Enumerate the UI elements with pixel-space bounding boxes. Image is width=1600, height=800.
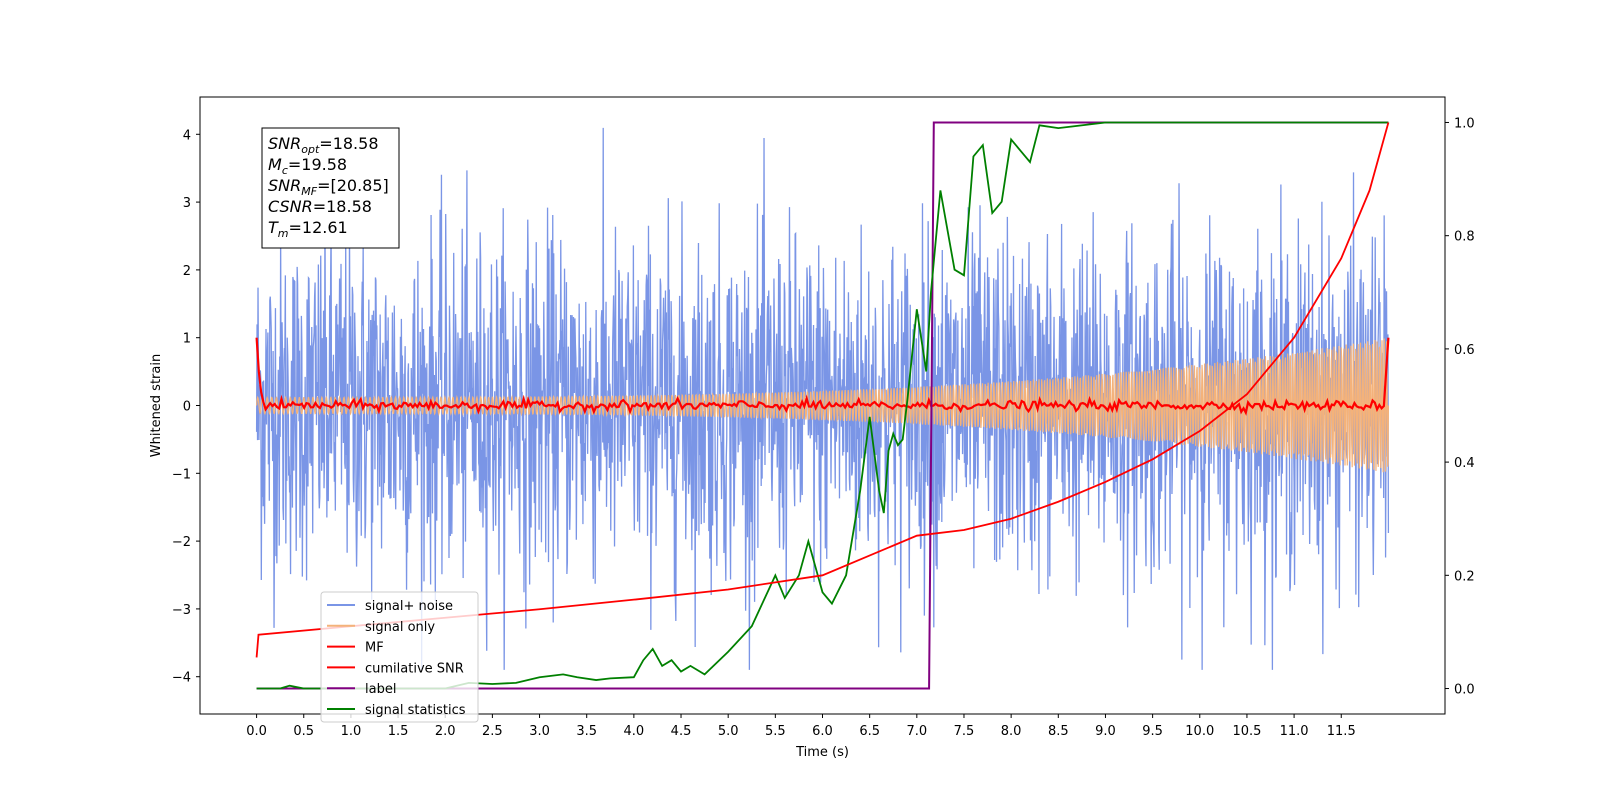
x-tick-label: 6.0 (812, 724, 833, 739)
y2-tick-label: 0.0 (1454, 683, 1475, 698)
x-tick-label: 8.0 (1001, 724, 1022, 739)
x-tick-label: 1.5 (388, 724, 409, 739)
x-tick-label: 7.5 (954, 724, 975, 739)
annotation-box-frame (261, 127, 400, 249)
annotation-line: SNRMF=[20.85] (268, 176, 389, 198)
y2-tick-label: 1.0 (1454, 116, 1475, 131)
y-axis-label: Whitened strain (149, 354, 164, 457)
legend-frame (320, 591, 479, 723)
y-tick-label: 4 (183, 128, 191, 143)
series-mf-line (255, 337, 1390, 416)
x-tick-label: 0.0 (246, 724, 267, 739)
x-tick-label: 7.0 (906, 724, 927, 739)
stats-annotation-box: SNRopt=18.58Mc=19.58SNRMF=[20.85]CSNR=18… (261, 127, 400, 249)
y-tick-label: −2 (172, 535, 191, 550)
x-axis-ticks: 0.0 0.5 1.0 1.5 2.0 2.5 3.0 3.5 4.0 4.5 5.0 5.5 6.0 6… (246, 714, 1356, 739)
x-tick-label: 3.0 (529, 724, 550, 739)
x-tick-label: 2.0 (435, 724, 456, 739)
legend-label: signal statistics (365, 703, 466, 718)
annotation-line: Tm=12.61 (268, 218, 348, 240)
x-tick-label: 11.0 (1280, 724, 1309, 739)
series-signal-noise-line (255, 127, 1390, 670)
y2-axis-ticks: 0.0 0.2 0.4 0.6 0.8 1.0 (1445, 116, 1475, 698)
x-tick-label: 5.5 (765, 724, 786, 739)
x-tick-label: 9.0 (1095, 724, 1116, 739)
y2-tick-label: 0.2 (1454, 569, 1475, 584)
annotation-line: CSNR=18.58 (268, 197, 372, 216)
y-tick-label: 2 (183, 264, 191, 279)
x-tick-label: 0.5 (293, 724, 314, 739)
legend: signal+ noise signal only MF cumilative SNR… (320, 591, 479, 723)
x-tick-label: 4.5 (671, 724, 692, 739)
x-tick-label: 10.5 (1232, 724, 1261, 739)
x-tick-label: 3.5 (576, 724, 597, 739)
x-tick-label: 1.0 (341, 724, 362, 739)
x-tick-label: 10.0 (1185, 724, 1214, 739)
annotation-line: SNRopt=18.58 (268, 134, 379, 156)
y2-tick-label: 0.8 (1454, 230, 1475, 245)
annotation-line: Mc=19.58 (268, 155, 347, 177)
y2-tick-label: 0.4 (1454, 456, 1475, 471)
y-tick-label: 0 (183, 400, 191, 415)
y-tick-label: −4 (172, 671, 191, 686)
y-tick-label: 1 (183, 332, 191, 347)
y2-tick-label: 0.6 (1454, 343, 1475, 358)
legend-label: signal+ noise (365, 599, 453, 614)
legend-label: signal only (365, 620, 435, 635)
y-tick-label: 3 (183, 196, 191, 211)
y-tick-label: −1 (172, 467, 191, 482)
x-tick-label: 4.0 (624, 724, 645, 739)
y-tick-label: −3 (172, 603, 191, 618)
x-axis-label: Time (s) (795, 745, 849, 760)
x-tick-label: 8.5 (1048, 724, 1069, 739)
series-signal-statistics-line (256, 121, 1389, 690)
legend-label: label (365, 682, 396, 697)
legend-label: MF (365, 641, 384, 656)
x-tick-label: 5.0 (718, 724, 739, 739)
x-tick-label: 9.5 (1142, 724, 1163, 739)
y-axis-ticks: −4 −3 −2 −1 0 1 2 3 4 (172, 128, 200, 686)
x-tick-label: 11.5 (1327, 724, 1356, 739)
x-tick-label: 2.5 (482, 724, 503, 739)
legend-label: cumilative SNR (365, 661, 464, 676)
x-tick-label: 6.5 (859, 724, 880, 739)
